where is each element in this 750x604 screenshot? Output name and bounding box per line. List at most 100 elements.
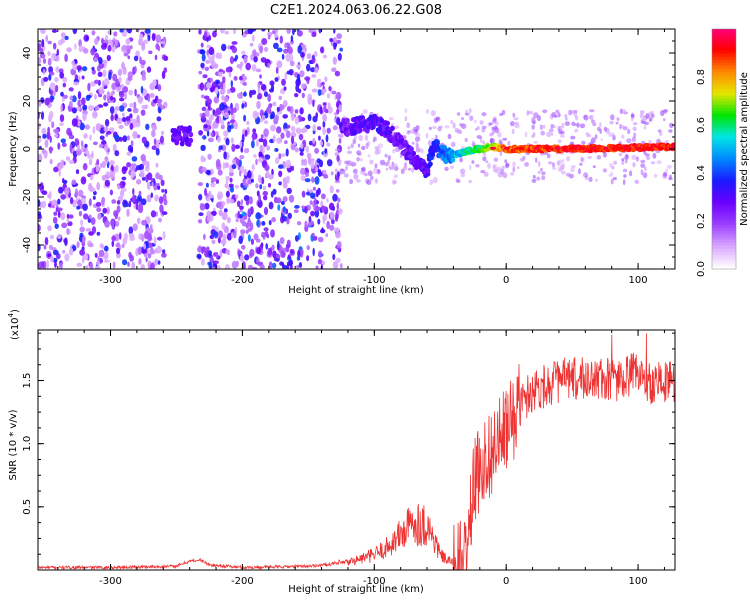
halo-cell — [665, 139, 669, 144]
noise-cell — [48, 146, 54, 152]
noise-cell — [112, 73, 118, 82]
noise-cell — [204, 31, 208, 40]
noise-cell — [150, 262, 155, 269]
noise-cell — [251, 133, 256, 141]
noise-cell — [110, 95, 114, 101]
halo-cell — [531, 178, 537, 183]
noise-cell — [127, 71, 134, 78]
noise-cell — [122, 112, 125, 117]
halo-cell — [481, 127, 486, 133]
noise-cell — [265, 243, 269, 250]
noise-cell — [141, 42, 146, 51]
noise-cell — [337, 52, 342, 61]
noise-cell — [280, 215, 285, 224]
noise-cell — [116, 117, 121, 124]
halo-cell — [406, 130, 411, 135]
noise-cell — [84, 150, 90, 155]
noise-cell — [38, 244, 41, 252]
halo-cell — [631, 154, 637, 160]
noise-cell — [336, 117, 341, 126]
noise-cell — [295, 83, 300, 93]
colorbar-step — [712, 134, 736, 138]
noise-cell — [276, 126, 282, 134]
halo-cell — [510, 121, 515, 126]
noise-cell — [338, 104, 343, 113]
halo-cell — [533, 112, 539, 119]
noise-cell — [76, 205, 81, 210]
halo-cell — [566, 156, 570, 162]
halo-cell — [411, 167, 415, 173]
noise-cell — [209, 234, 215, 240]
noise-cell — [68, 160, 75, 164]
noise-cell — [141, 104, 148, 110]
signal-cell — [187, 125, 192, 131]
noise-cell — [97, 255, 100, 262]
noise-cell — [325, 233, 329, 238]
halo-cell — [360, 167, 365, 172]
halo-cell — [343, 173, 349, 178]
noise-cell — [129, 147, 134, 153]
colorbar-frame — [711, 28, 737, 270]
noise-cell — [205, 82, 212, 89]
noise-cell — [301, 205, 306, 210]
noise-cell — [311, 31, 317, 37]
noise-cell — [201, 112, 206, 120]
noise-cell — [66, 213, 70, 219]
halo-cell — [519, 157, 526, 162]
halo-cell — [430, 110, 436, 117]
noise-cell — [54, 134, 59, 138]
noise-cell — [276, 47, 283, 53]
colorbar-step — [712, 158, 736, 162]
noise-cell — [199, 49, 206, 55]
halo-cell — [610, 178, 614, 185]
noise-cell — [324, 76, 328, 83]
noise-cell — [69, 95, 74, 101]
noise-cell — [121, 243, 125, 249]
noise-cell — [128, 89, 133, 96]
noise-cell — [253, 233, 259, 241]
noise-cell — [221, 211, 228, 221]
noise-cell — [147, 253, 152, 259]
noise-cell — [259, 109, 264, 117]
noise-cell — [127, 76, 133, 81]
noise-cell — [64, 53, 68, 63]
noise-cell — [221, 119, 224, 127]
noise-cell — [103, 126, 109, 132]
colorbar-step — [712, 245, 736, 249]
noise-cell — [313, 51, 318, 57]
halo-cell — [622, 108, 626, 113]
noise-cell — [148, 50, 153, 55]
noise-cell — [112, 37, 116, 42]
noise-cell — [135, 202, 139, 211]
noise-cell — [160, 40, 165, 45]
noise-cell — [294, 93, 299, 98]
halo-cell — [461, 117, 464, 121]
halo-cell — [464, 137, 468, 143]
noise-cell — [54, 76, 59, 83]
signal-cell — [387, 129, 393, 135]
halo-cell — [592, 165, 596, 169]
noise-cell — [144, 230, 150, 240]
noise-cell — [223, 96, 229, 103]
halo-cell — [636, 156, 639, 162]
noise-cell — [255, 158, 258, 166]
noise-cell — [203, 95, 210, 100]
colorbar-tick-label: 0.6 — [696, 117, 707, 133]
noise-cell — [40, 48, 44, 55]
halo-cell — [511, 128, 515, 135]
noise-cell — [65, 156, 71, 161]
noise-cell — [290, 112, 295, 122]
colorbar-step — [712, 248, 736, 252]
halo-cell — [499, 112, 503, 117]
halo-cell — [650, 161, 656, 165]
halo-cell — [360, 170, 366, 175]
noise-cell — [304, 220, 308, 228]
noise-cell — [202, 74, 208, 79]
noise-cell — [127, 49, 131, 55]
noise-cell — [230, 80, 233, 88]
noise-cell — [115, 247, 121, 255]
noise-cell — [224, 264, 230, 269]
signal-cell — [368, 114, 374, 120]
colorbar-step — [712, 218, 736, 222]
noise-cell — [336, 33, 342, 40]
